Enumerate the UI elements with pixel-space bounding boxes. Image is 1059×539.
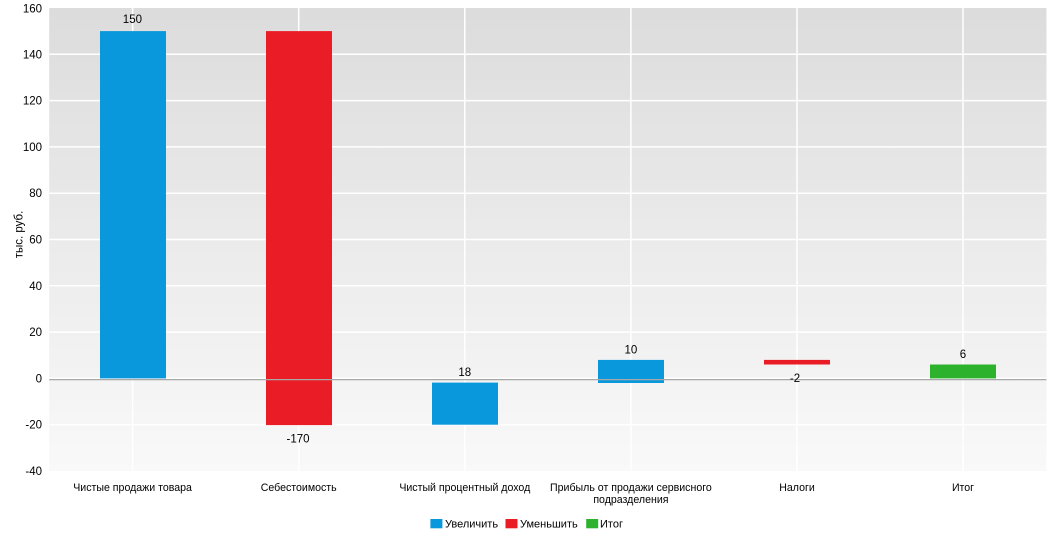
svg-text:60: 60 [29, 235, 42, 247]
svg-text:-170: -170 [286, 433, 309, 445]
svg-text:Итог: Итог [600, 519, 623, 531]
svg-text:Прибыль от продажи сервисного: Прибыль от продажи сервисного [550, 482, 712, 494]
svg-text:0: 0 [36, 373, 42, 385]
svg-text:-20: -20 [25, 420, 42, 432]
svg-text:Налоги: Налоги [779, 482, 815, 494]
svg-text:Себестоимость: Себестоимость [261, 482, 337, 494]
svg-text:18: 18 [458, 367, 471, 379]
svg-text:20: 20 [29, 327, 42, 339]
svg-text:тыс. руб.: тыс. руб. [14, 211, 26, 259]
svg-text:10: 10 [625, 344, 638, 356]
svg-text:160: 160 [23, 4, 42, 16]
svg-text:80: 80 [29, 188, 42, 200]
svg-text:-2: -2 [790, 373, 800, 385]
svg-text:подразделения: подразделения [593, 494, 668, 506]
svg-text:140: 140 [23, 49, 42, 61]
svg-text:Итог: Итог [952, 482, 974, 494]
svg-text:Чистый процентный доход: Чистый процентный доход [399, 482, 530, 494]
svg-text:Уменьшить: Уменьшить [520, 519, 578, 531]
svg-text:Увеличить: Увеличить [445, 519, 498, 531]
svg-text:Чистые продажи товара: Чистые продажи товара [73, 482, 192, 494]
svg-text:6: 6 [960, 349, 966, 361]
svg-text:120: 120 [23, 96, 42, 108]
svg-text:-40: -40 [25, 466, 42, 478]
svg-text:40: 40 [29, 281, 42, 293]
svg-text:100: 100 [23, 142, 42, 154]
svg-text:150: 150 [123, 14, 142, 26]
